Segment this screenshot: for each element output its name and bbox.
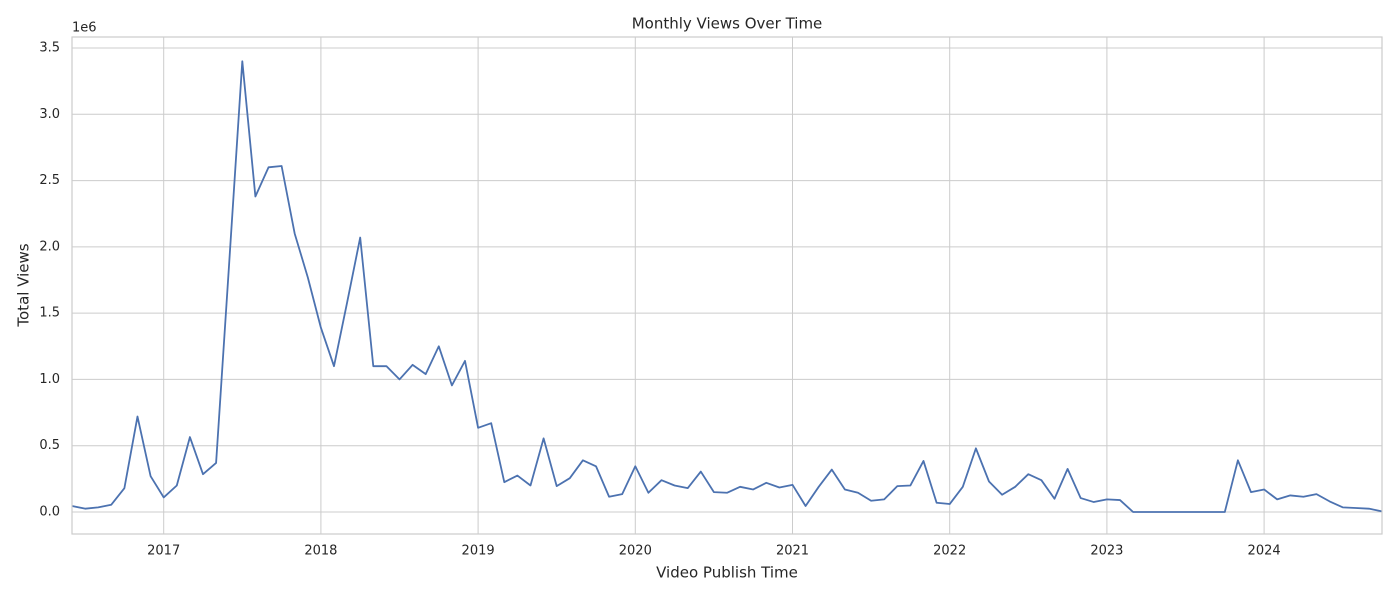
grid: [72, 37, 1382, 534]
x-tick-label: 2024: [1248, 544, 1281, 559]
y-tick-label: 1.5: [39, 306, 60, 321]
y-tick-label: 0.0: [39, 504, 60, 519]
y-tick-label: 2.0: [39, 239, 60, 254]
x-tick-label: 2020: [619, 544, 652, 559]
x-tick-label: 2023: [1090, 544, 1123, 559]
y-tick-label: 0.5: [39, 438, 60, 453]
y-tick-label: 3.5: [39, 41, 60, 56]
axes-frame: [71, 36, 1383, 535]
plot-area: [71, 60, 1383, 513]
y-axis-label: Total Views: [15, 243, 33, 327]
chart-title: Monthly Views Over Time: [632, 15, 823, 33]
x-axis-label: Video Publish Time: [656, 564, 798, 582]
x-tick-label: 2022: [933, 544, 966, 559]
line: [71, 60, 1383, 513]
y-offset-label: 1e6: [72, 21, 97, 36]
y-tick-label: 2.5: [39, 173, 60, 188]
x-tick-label: 2017: [147, 544, 180, 559]
x-tick-label: 2021: [776, 544, 809, 559]
y-tick-label: 3.0: [39, 107, 60, 122]
x-tick-label: 2019: [462, 544, 495, 559]
y-tick-label: 1.0: [39, 372, 60, 387]
x-tick-label: 2018: [304, 544, 337, 559]
